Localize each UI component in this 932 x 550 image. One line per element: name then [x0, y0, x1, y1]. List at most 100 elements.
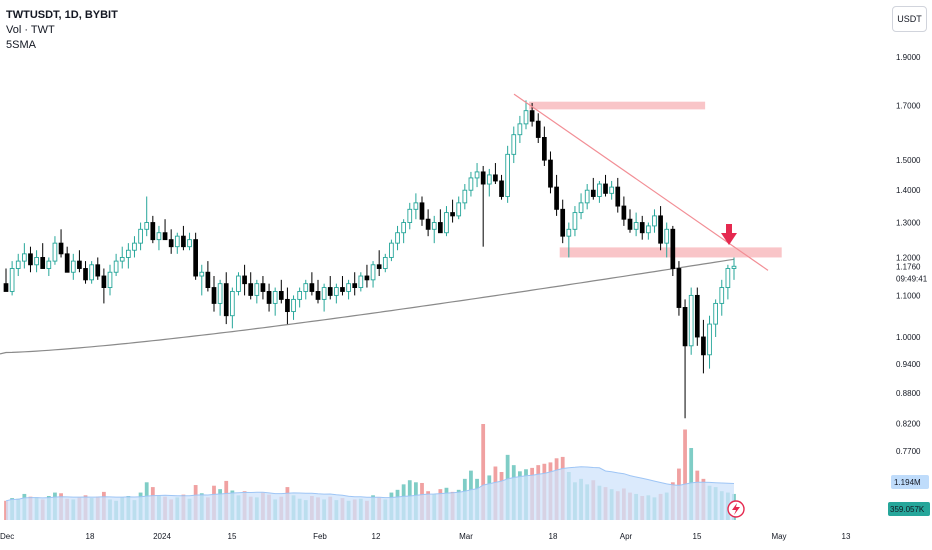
- candle: [315, 279, 321, 304]
- candle: [132, 236, 137, 258]
- candle-body: [731, 265, 737, 269]
- lightning-glyph: [732, 503, 740, 515]
- candle: [327, 276, 333, 300]
- candle-body: [119, 257, 125, 262]
- candle-body: [713, 302, 718, 325]
- candle-body: [205, 271, 211, 288]
- candle: [9, 261, 15, 296]
- candle-body: [505, 153, 510, 197]
- candle: [248, 272, 254, 300]
- candle-body: [676, 268, 682, 308]
- candle: [52, 236, 58, 265]
- candle: [719, 279, 725, 316]
- candle: [205, 261, 211, 292]
- candle-body: [646, 225, 651, 234]
- candle: [425, 209, 431, 237]
- candle: [358, 272, 364, 292]
- candle: [370, 261, 376, 288]
- candle-body: [309, 283, 315, 292]
- candle-body: [578, 202, 584, 214]
- candle: [144, 196, 150, 237]
- volume-bar: [683, 429, 687, 520]
- candle: [511, 126, 517, 164]
- candle-body: [401, 222, 406, 234]
- candle-body: [535, 120, 541, 138]
- candle: [493, 163, 498, 185]
- candle-body: [462, 189, 468, 204]
- candle: [401, 219, 406, 244]
- candle: [266, 283, 272, 312]
- candle: [670, 225, 676, 277]
- candle-body: [382, 257, 388, 269]
- candle: [444, 206, 449, 237]
- candle: [95, 257, 101, 280]
- candle: [211, 276, 217, 312]
- price-tick-label: 1.9000: [896, 53, 921, 62]
- candle-body: [725, 268, 731, 288]
- candle-body: [83, 268, 88, 281]
- price-axis[interactable]: 1.9000 1.7000 1.5000 1.4000 1.3000 1.2000 1.10…: [896, 53, 928, 456]
- candle-body: [272, 291, 278, 304]
- candle: [162, 219, 168, 241]
- candle: [664, 222, 670, 258]
- candle: [34, 250, 39, 273]
- candle-body: [664, 228, 670, 244]
- candle: [646, 222, 651, 240]
- candle: [731, 257, 737, 280]
- candle-body: [719, 287, 725, 304]
- candle-body: [334, 287, 339, 296]
- candle-body: [572, 212, 578, 230]
- candle: [297, 287, 302, 308]
- candle-body: [658, 215, 663, 244]
- candle: [260, 276, 266, 300]
- candle-body: [242, 275, 247, 285]
- candle: [701, 319, 706, 374]
- price-tick-label: 1.0000: [896, 333, 921, 342]
- candle: [621, 196, 627, 226]
- candle-body: [162, 232, 168, 241]
- candle-body: [248, 283, 254, 296]
- candle: [707, 315, 712, 369]
- sma-indicator-label[interactable]: 5SMA: [6, 39, 36, 51]
- volume-value: 1.194M: [894, 478, 921, 487]
- candle: [395, 225, 400, 251]
- candle-body: [456, 202, 462, 217]
- candle-body: [64, 253, 70, 273]
- currency-button[interactable]: USDT: [892, 6, 927, 32]
- candle: [542, 126, 547, 166]
- candle-body: [40, 257, 46, 269]
- candle: [58, 229, 64, 258]
- price-tick-label: 1.1000: [896, 291, 921, 300]
- chart-legend: TWTUSDT, 1D, BYBIT Vol · TWT 5SMA: [6, 8, 118, 53]
- candle-body: [584, 189, 590, 204]
- candle-body: [278, 291, 284, 300]
- symbol-title[interactable]: TWTUSDT, 1D, BYBIT: [6, 9, 118, 21]
- candle: [113, 253, 119, 277]
- candle-body: [389, 242, 394, 258]
- resistance-zone-high[interactable]: [529, 101, 706, 110]
- descending-trendline[interactable]: [513, 93, 769, 271]
- time-axis[interactable]: Dec 18 2024 15 Feb 12 Mar 18 Apr 15 May 13: [0, 532, 851, 541]
- candle: [64, 246, 70, 273]
- candle-body: [554, 186, 559, 210]
- candle: [199, 264, 205, 296]
- candle-body: [187, 239, 192, 248]
- candle: [138, 222, 143, 251]
- candle-body: [444, 212, 449, 234]
- candle: [303, 279, 309, 300]
- candle: [517, 115, 523, 144]
- countdown-label: 09:49:41: [896, 274, 928, 283]
- candle-body: [419, 202, 425, 220]
- candle: [83, 261, 88, 284]
- time-tick-label: 2024: [153, 532, 171, 541]
- candle: [376, 250, 382, 277]
- candle-body: [425, 218, 431, 230]
- candle: [352, 272, 358, 296]
- candle: [389, 239, 394, 262]
- candle-body: [77, 260, 82, 269]
- candle-body: [236, 275, 241, 292]
- axis-badges: 1.194M 359.057K: [727, 475, 930, 518]
- volume-value-badge: [891, 475, 929, 489]
- volume-indicator-label[interactable]: Vol · TWT: [6, 24, 55, 36]
